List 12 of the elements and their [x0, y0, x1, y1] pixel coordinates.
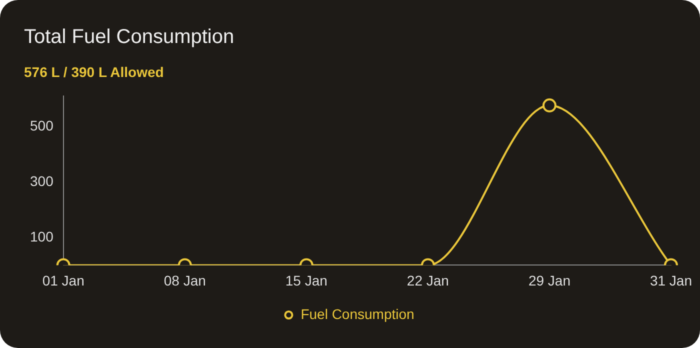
y-tick-label: 100: [30, 228, 54, 244]
chart-subtitle: 576 L / 390 L Allowed: [24, 64, 164, 80]
x-tick-label: 22 Jan: [406, 272, 449, 288]
legend-label: Fuel Consumption: [300, 306, 414, 322]
x-tick-label: 29 Jan: [528, 272, 570, 288]
x-tick-label: 01 Jan: [42, 272, 84, 288]
x-tick-label: 15 Jan: [285, 272, 328, 288]
y-tick-label: 300: [30, 172, 54, 189]
y-tick-label: 500: [30, 117, 54, 134]
x-tick-label: 31 Jan: [650, 272, 692, 288]
x-tick-label: 08 Jan: [164, 272, 206, 288]
chart-title: Total Fuel Consumption: [24, 26, 234, 49]
